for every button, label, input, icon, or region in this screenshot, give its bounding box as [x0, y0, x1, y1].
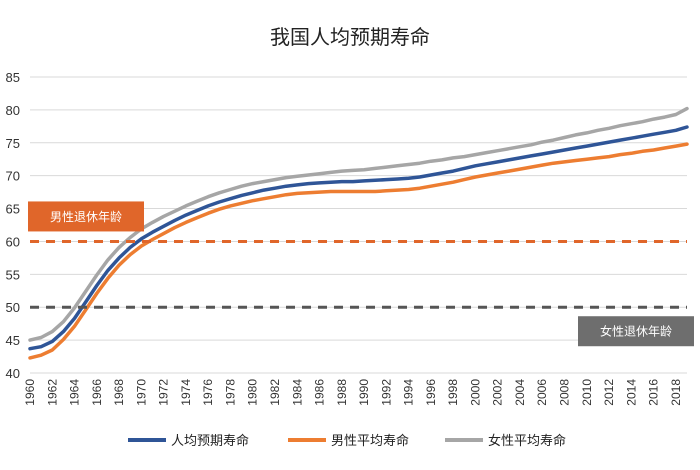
y-tick-label: 40 [6, 366, 20, 381]
x-tick-label: 1998 [446, 379, 460, 406]
x-tick-label: 2002 [491, 379, 505, 406]
x-tick-label: 2014 [624, 379, 638, 406]
y-tick-label: 45 [6, 333, 20, 348]
y-tick-label: 75 [6, 136, 20, 151]
chart-title: 我国人均预期寿命 [270, 25, 430, 49]
x-tick-label: 1996 [424, 379, 438, 406]
x-tick-label: 2016 [647, 379, 661, 406]
legend-label: 人均预期寿命 [171, 433, 249, 449]
x-tick-label: 1978 [223, 379, 237, 406]
legend-label: 男性平均寿命 [331, 433, 409, 449]
y-tick-label: 85 [6, 70, 20, 85]
y-axis-ticks: 40 45 50 55 60 65 70 75 80 85 [6, 70, 20, 381]
y-tick-label: 50 [6, 300, 20, 315]
y-tick-label: 60 [6, 234, 20, 249]
x-tick-label: 1990 [357, 379, 371, 406]
x-tick-label: 1992 [379, 379, 393, 406]
x-tick-label: 1982 [268, 379, 282, 406]
series-line [28, 142, 689, 360]
x-tick-label: 1962 [45, 379, 59, 406]
x-tick-label: 2010 [580, 379, 594, 406]
y-tick-label: 80 [6, 103, 20, 118]
y-tick-label: 55 [6, 267, 20, 282]
x-tick-label: 2004 [513, 379, 527, 406]
x-tick-label: 1986 [313, 379, 327, 406]
reference-label: 男性退休年龄 [50, 210, 122, 224]
x-tick-label: 2018 [669, 379, 683, 406]
x-tick-label: 2006 [535, 379, 549, 406]
x-tick-label: 1966 [90, 379, 104, 406]
x-tick-label: 1980 [246, 379, 260, 406]
y-tick-label: 70 [6, 169, 20, 184]
y-tick-label: 65 [6, 202, 20, 217]
reference-label-box [28, 201, 144, 232]
x-tick-label: 1968 [112, 379, 126, 406]
x-tick-label: 2000 [468, 379, 482, 406]
x-tick-label: 1994 [402, 379, 416, 406]
x-tick-label: 1964 [68, 379, 82, 406]
series-line [28, 125, 689, 351]
reference-label-box [578, 316, 694, 347]
x-tick-label: 1984 [290, 379, 304, 406]
x-tick-label: 1960 [23, 379, 37, 406]
legend: 人均预期寿命 男性平均寿命 女性平均寿命 [128, 433, 566, 449]
x-tick-label: 1976 [201, 379, 215, 406]
reference-label: 女性退休年龄 [600, 324, 672, 339]
x-tick-label: 2012 [602, 379, 616, 406]
x-tick-label: 1988 [335, 379, 349, 406]
x-tick-label: 1972 [157, 379, 171, 406]
x-axis-ticks: 1960 1962 1964 1966 1968 1970 1972 1974 1976 1978… [23, 379, 683, 406]
x-tick-label: 1970 [134, 379, 148, 406]
x-tick-label: 1974 [179, 379, 193, 406]
legend-label: 女性平均寿命 [488, 433, 566, 449]
x-tick-label: 2008 [558, 379, 572, 406]
